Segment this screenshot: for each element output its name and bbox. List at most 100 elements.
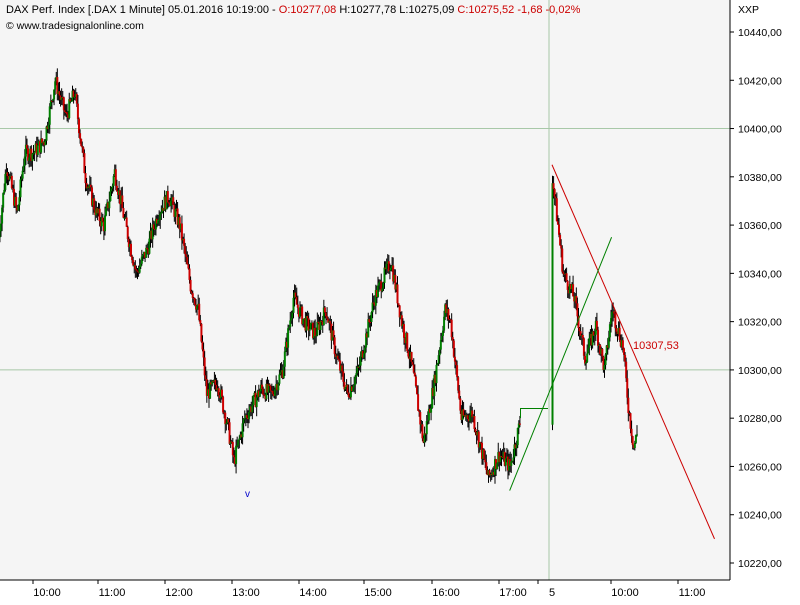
candle-body bbox=[416, 385, 418, 395]
candle-body bbox=[170, 200, 173, 206]
candle-body bbox=[120, 195, 123, 205]
candle-body bbox=[166, 191, 169, 203]
candle-body bbox=[128, 243, 131, 248]
candle-body bbox=[608, 324, 611, 338]
candle-body bbox=[108, 201, 111, 209]
candle-body bbox=[393, 274, 396, 282]
candle-body bbox=[229, 441, 232, 444]
candle-body bbox=[569, 284, 572, 290]
candle-body bbox=[634, 435, 637, 443]
candle-body bbox=[425, 421, 428, 435]
candle-body bbox=[261, 384, 264, 389]
candle-body bbox=[92, 198, 95, 206]
candle-body bbox=[292, 297, 295, 313]
candle-body bbox=[507, 456, 509, 471]
candle-body bbox=[3, 189, 6, 194]
candle-body bbox=[45, 126, 48, 141]
candle-body bbox=[615, 328, 618, 332]
candle-body bbox=[437, 355, 440, 364]
candle-body bbox=[265, 383, 268, 400]
candle-body bbox=[317, 321, 320, 323]
candle-body bbox=[23, 156, 26, 166]
candle-body bbox=[448, 319, 451, 321]
candle-body bbox=[118, 190, 121, 195]
candle-body bbox=[407, 351, 410, 357]
candle-body bbox=[240, 434, 243, 438]
candle-body bbox=[140, 256, 143, 264]
candle-body bbox=[260, 384, 262, 392]
candle-body bbox=[355, 373, 358, 377]
candle-body bbox=[300, 306, 303, 308]
candle-body bbox=[490, 473, 493, 476]
candle-body bbox=[288, 327, 291, 329]
candle-body bbox=[217, 388, 220, 396]
candle-body bbox=[408, 356, 411, 360]
candle-body bbox=[412, 364, 415, 373]
candle-body bbox=[59, 95, 62, 100]
plot-area bbox=[0, 0, 730, 580]
candle-body bbox=[626, 378, 629, 398]
candle-body bbox=[41, 138, 44, 144]
candle-body bbox=[590, 333, 593, 346]
candle-body bbox=[503, 451, 506, 466]
candle-body bbox=[112, 176, 115, 186]
candle-body bbox=[564, 273, 567, 275]
candle-body bbox=[326, 316, 329, 319]
y-tick-label: 10440,00 bbox=[738, 27, 782, 39]
candle-body bbox=[8, 176, 11, 180]
candle-body bbox=[391, 265, 394, 268]
candle-body bbox=[581, 335, 584, 339]
candle-body bbox=[399, 315, 402, 318]
y-tick-label: 10340,00 bbox=[738, 268, 782, 280]
candle-body bbox=[306, 315, 309, 319]
candle-body bbox=[331, 330, 334, 341]
candle-body bbox=[319, 320, 322, 331]
candle-body bbox=[630, 428, 633, 437]
candle-body bbox=[322, 307, 325, 326]
candle-body bbox=[44, 140, 47, 146]
candle-body bbox=[473, 416, 476, 429]
candle-body bbox=[591, 331, 594, 346]
candle-body bbox=[377, 285, 379, 297]
candle-body bbox=[334, 354, 337, 358]
candle-body bbox=[60, 97, 63, 100]
green-step-line bbox=[520, 408, 548, 419]
candle-body bbox=[309, 322, 312, 329]
candle-body bbox=[197, 303, 200, 306]
candle-body bbox=[404, 337, 407, 344]
candle-body bbox=[380, 281, 383, 292]
candle-body bbox=[553, 189, 556, 197]
candle-body bbox=[6, 172, 9, 176]
candle-body bbox=[483, 449, 486, 459]
candle-body bbox=[592, 331, 595, 336]
candle-body bbox=[7, 175, 10, 180]
candle-body bbox=[409, 352, 412, 360]
candle-body bbox=[598, 344, 601, 346]
candle-body bbox=[576, 303, 579, 317]
candle-body bbox=[179, 223, 182, 230]
candle-body bbox=[395, 284, 398, 290]
candle-body bbox=[37, 141, 40, 146]
candle-body bbox=[597, 329, 599, 346]
candle-body bbox=[237, 439, 240, 446]
candle-body bbox=[434, 374, 437, 384]
candle-body bbox=[284, 341, 287, 352]
candle-body bbox=[310, 322, 313, 324]
candle-body bbox=[572, 284, 575, 297]
candle-body bbox=[427, 408, 430, 421]
candle-body bbox=[286, 341, 288, 348]
x-tick-label: 17:00 bbox=[499, 587, 527, 599]
candle-body bbox=[221, 389, 223, 397]
candle-body bbox=[460, 410, 463, 420]
candle-body bbox=[459, 398, 462, 411]
candle-body bbox=[504, 458, 507, 466]
candle-body bbox=[84, 173, 87, 184]
candle-body bbox=[489, 473, 492, 476]
candle-body bbox=[267, 384, 270, 393]
candle-body bbox=[148, 238, 151, 254]
candle-body bbox=[31, 153, 34, 162]
candle-body bbox=[418, 410, 421, 412]
candle-body bbox=[379, 281, 382, 283]
x-tick-label: 11:00 bbox=[99, 587, 126, 599]
